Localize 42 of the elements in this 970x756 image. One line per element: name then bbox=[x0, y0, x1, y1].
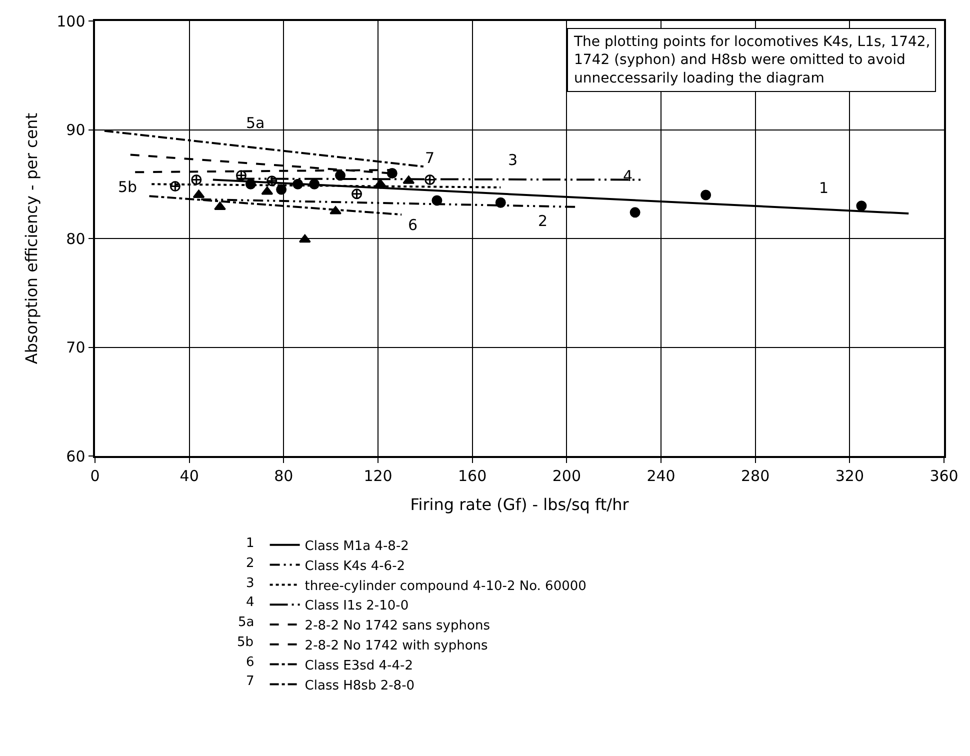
text: 4 bbox=[246, 595, 254, 610]
y-tick-label: 90 bbox=[66, 121, 86, 139]
annotation: 3 bbox=[508, 151, 518, 169]
legend-label: Class E3sd 4-4-2 bbox=[304, 658, 413, 674]
x-tick-label: 320 bbox=[835, 466, 864, 485]
x-tick-label: 0 bbox=[90, 466, 100, 485]
x-tick-label: 360 bbox=[930, 466, 958, 485]
annotation: 1 bbox=[819, 179, 829, 197]
y-tick-label: 80 bbox=[66, 230, 86, 248]
y-tick-label: 70 bbox=[66, 338, 86, 356]
text: 2 bbox=[246, 556, 254, 571]
text: 5a bbox=[238, 615, 254, 630]
annotation: The plotting points for locomotives K4s, L1s, 1742, 1742 (syphon) and H8sb were omitted to avoid unneccessarily loading the diagram bbox=[573, 34, 930, 86]
x-axis-title: Firing rate (Gf) - lbs/sq ft/hr bbox=[410, 494, 630, 514]
x-tick-label: 40 bbox=[180, 466, 199, 485]
legend-label: 2-8-2 No 1742 sans syphons bbox=[304, 618, 490, 634]
x-tick-label: 80 bbox=[274, 466, 294, 485]
x-tick-label: 200 bbox=[552, 466, 581, 485]
annotation: 5b bbox=[118, 178, 138, 196]
legend-label: 2-8-2 No 1742 with syphons bbox=[304, 638, 488, 654]
legend-label: Class I1s 2-10-0 bbox=[304, 598, 409, 614]
y-axis-title: Absorption efficiency - per cent bbox=[22, 112, 42, 364]
x-tick-label: 240 bbox=[646, 466, 676, 485]
annotation: 4 bbox=[623, 167, 633, 185]
text: 6 bbox=[246, 655, 254, 670]
y-tick-label: 60 bbox=[66, 447, 86, 466]
annotation: 7 bbox=[425, 149, 435, 167]
annotation: 2 bbox=[538, 212, 548, 230]
legend-label: Class M1a 4-8-2 bbox=[304, 538, 409, 554]
legend-label: Class H8sb 2-8-0 bbox=[304, 678, 415, 694]
text: 5b bbox=[237, 635, 254, 650]
text: 3 bbox=[246, 576, 254, 591]
annotation: 5a bbox=[246, 114, 265, 132]
x-tick-label: 120 bbox=[364, 466, 392, 485]
text: 1 bbox=[246, 536, 254, 551]
x-tick-label: 280 bbox=[741, 466, 770, 485]
x-tick-label: 160 bbox=[458, 466, 487, 485]
legend-label: Class K4s 4-6-2 bbox=[304, 558, 406, 574]
legend-label: three-cylinder compound 4-10-2 No. 60000 bbox=[304, 578, 586, 594]
text: 7 bbox=[246, 674, 254, 689]
annotation: 6 bbox=[408, 216, 418, 234]
y-tick-label: 100 bbox=[56, 12, 86, 30]
